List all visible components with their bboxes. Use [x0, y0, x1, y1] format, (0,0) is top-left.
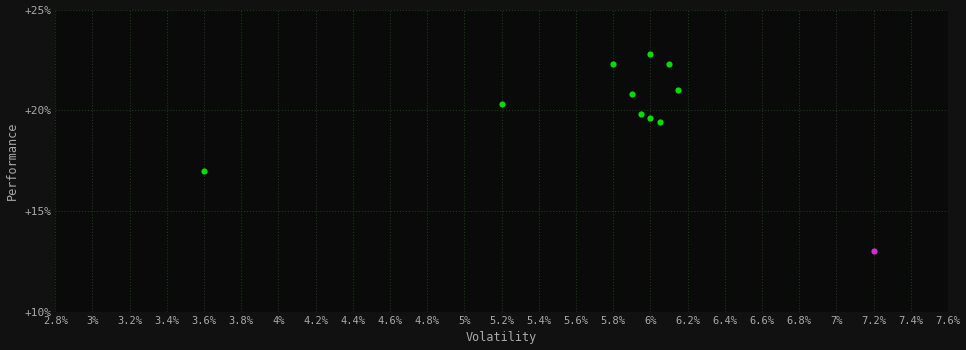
Point: [634, 112, 649, 117]
Point: [494, 102, 509, 107]
Point: [606, 61, 621, 67]
Point: [642, 51, 658, 57]
Point: [652, 120, 668, 125]
Point: [642, 116, 658, 121]
Point: [670, 88, 686, 93]
Point: [866, 248, 881, 254]
Point: [662, 61, 677, 67]
Y-axis label: Performance: Performance: [6, 121, 18, 200]
Point: [624, 91, 639, 97]
X-axis label: Volatility: Volatility: [466, 331, 537, 344]
Point: [196, 168, 212, 174]
